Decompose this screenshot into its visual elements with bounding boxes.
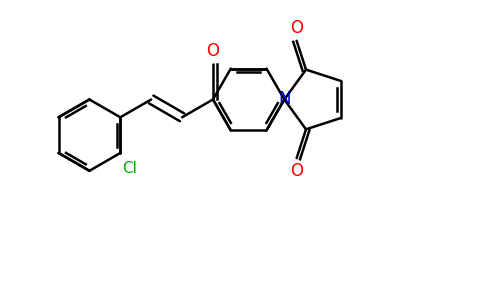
- Text: O: O: [207, 42, 219, 60]
- Text: Cl: Cl: [122, 161, 137, 176]
- Text: N: N: [278, 91, 290, 109]
- Text: O: O: [290, 162, 303, 180]
- Text: O: O: [290, 19, 303, 37]
